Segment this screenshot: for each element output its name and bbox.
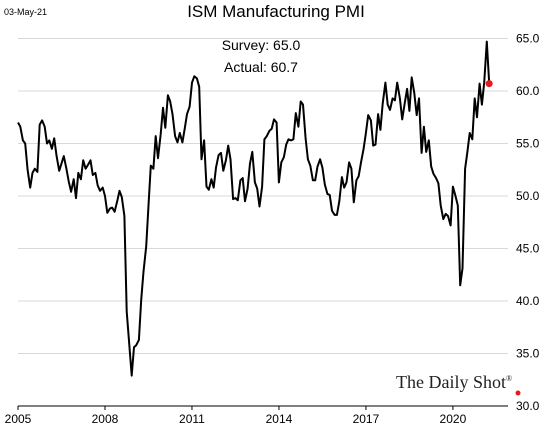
survey-actual-annotation: Survey: 65.0 Actual: 60.7	[206, 34, 316, 78]
report-date: 03-May-21	[4, 7, 48, 17]
gridlines	[18, 38, 508, 354]
chart-title: ISM Manufacturing PMI	[187, 2, 365, 21]
x-tick-label: 2017	[353, 412, 380, 426]
x-tick-label: 2008	[92, 412, 119, 426]
x-tick-label: 2014	[266, 412, 293, 426]
actual-label: Actual: 60.7	[224, 59, 298, 75]
y-tick-label: 50.0	[516, 189, 540, 203]
brand-registered-mark: ®	[506, 374, 513, 383]
pmi-series-line	[17, 40, 491, 377]
y-tick-label: 35.0	[516, 347, 540, 361]
survey-label: Survey: 65.0	[221, 37, 301, 53]
y-tick-label: 30.0	[516, 399, 540, 413]
brand-logo: The Daily Shot®	[396, 372, 512, 393]
brand-name: The Daily Shot	[396, 372, 506, 392]
x-tick-label: 2020	[440, 412, 467, 426]
latest-value-marker	[485, 80, 493, 88]
brand-dot	[515, 390, 521, 396]
x-axis-ticks: 2005 2008 2011 2014 2017 2020	[5, 406, 467, 426]
y-tick-label: 40.0	[516, 294, 540, 308]
y-axis-ticks: 30.0 35.0 40.0 45.0 50.0 55.0 60.0 65.0	[516, 32, 540, 414]
y-tick-label: 45.0	[516, 242, 540, 256]
y-tick-label: 55.0	[516, 137, 540, 151]
y-tick-label: 60.0	[516, 84, 540, 98]
x-tick-label: 2005	[5, 412, 32, 426]
y-tick-label: 65.0	[516, 32, 540, 46]
x-tick-label: 2011	[179, 412, 205, 426]
